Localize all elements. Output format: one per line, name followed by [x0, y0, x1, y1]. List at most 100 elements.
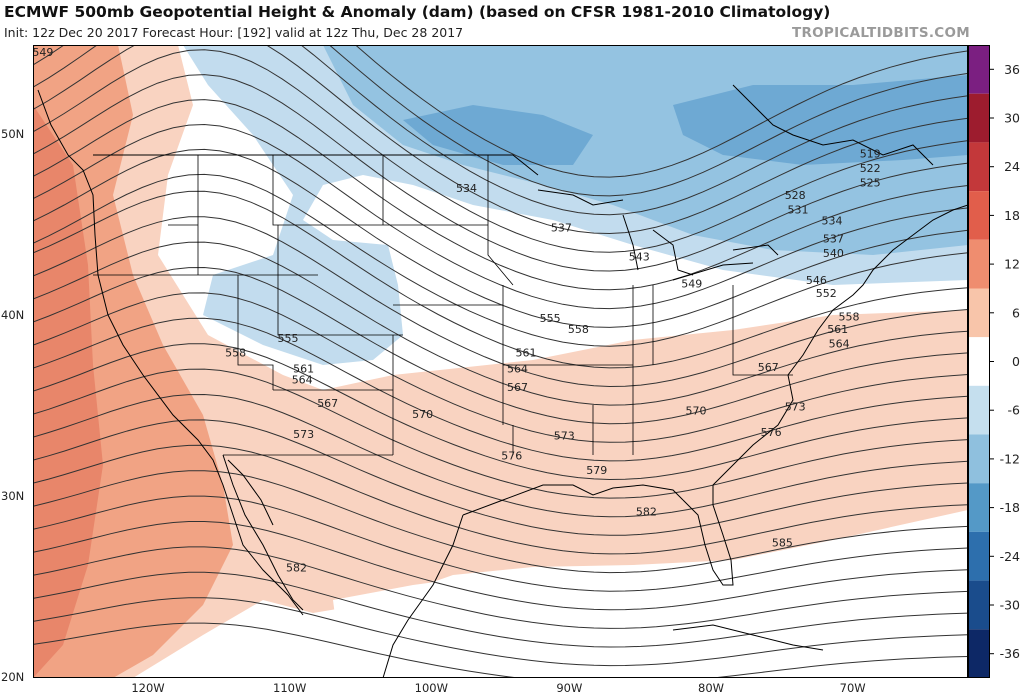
height-contour-line [33, 148, 968, 328]
height-contour-line [33, 393, 968, 518]
contour-label: 561 [293, 363, 314, 376]
colorbar-tick-label: 18 [1004, 208, 1020, 223]
colorbar-tick-label: -6 [1008, 403, 1021, 418]
height-contour-line [33, 45, 968, 235]
us-gulf-coast [462, 484, 684, 516]
colorbar-tick-label: -18 [1000, 500, 1020, 515]
height-contour-line [33, 216, 968, 388]
contour-label: 561 [827, 323, 848, 336]
colorbar-tick-label: -24 [1000, 549, 1020, 564]
height-contour-line [33, 99, 968, 291]
colorbar-tick-label: -30 [1000, 598, 1020, 613]
contour-label: 555 [540, 312, 561, 325]
height-contour-line [33, 470, 968, 574]
colorbar-band [968, 580, 990, 630]
trough-anomaly-strong-2 [403, 105, 593, 165]
contour-label: 579 [586, 464, 607, 477]
contour-label: 549 [681, 278, 702, 291]
height-contour-line [33, 45, 968, 216]
lon-tick-label: 120W [131, 681, 165, 695]
height-contour-line [33, 571, 968, 648]
us-canada-border [93, 154, 539, 176]
chart-subtitle: Init: 12z Dec 20 2017 Forecast Hour: [19… [4, 25, 464, 40]
colorbar-tick-label: 36 [1004, 62, 1020, 77]
anomaly-map[interactable]: 5495195225255285315345345375375405435465… [33, 45, 968, 678]
height-contour-line [33, 292, 968, 443]
contour-label: 540 [823, 247, 844, 260]
state-lines [93, 155, 793, 456]
contour-label: 582 [636, 506, 657, 519]
ridge-anomaly-light [33, 45, 968, 678]
height-contour-line [33, 317, 968, 462]
lon-tick-label: 70W [839, 681, 866, 695]
contour-label: 570 [412, 408, 433, 421]
colorbar-band [968, 142, 990, 192]
contour-label: 528 [785, 189, 806, 202]
contour-label: 570 [686, 404, 707, 417]
contour-label: 573 [785, 401, 806, 414]
contour-label: 558 [839, 310, 860, 323]
height-contour-line [33, 266, 968, 425]
contour-labels: 5495195225255285315345345375375405435465… [33, 46, 881, 575]
colorbar-band [968, 239, 990, 289]
contour-label: 537 [551, 222, 572, 235]
height-contour-line [33, 444, 968, 555]
height-contour-line [33, 45, 968, 197]
height-contour-line [33, 622, 968, 678]
coastlines-borders [37, 84, 968, 678]
contour-label: 522 [860, 162, 881, 175]
contour-label: 585 [772, 536, 793, 549]
colorbar-tick-label: 30 [1004, 111, 1020, 126]
florida-coast [682, 485, 734, 586]
map-frame [33, 45, 968, 678]
lat-tick-label: 50N [1, 127, 25, 142]
contour-label: 564 [507, 363, 528, 376]
lat-tick-label: 30N [1, 489, 25, 504]
contour-label: 558 [225, 347, 246, 360]
contour-label: 549 [33, 46, 53, 59]
height-contour-line [33, 49, 968, 253]
mexico-gulf-coast [382, 514, 464, 678]
contour-label: 576 [501, 450, 522, 463]
height-contour-line [33, 419, 968, 536]
height-contour-line [33, 495, 968, 592]
height-contour-line [33, 241, 968, 406]
brand-watermark: TROPICALTIDBITS.COM [791, 25, 970, 41]
ridge-anomaly-strong [33, 105, 103, 678]
lat-tick-label: 40N [1, 308, 25, 323]
canada-coast [732, 84, 934, 166]
colorbar-band [968, 629, 990, 678]
great-lakes [537, 189, 779, 281]
contour-label: 552 [816, 287, 837, 300]
contour-label: 564 [292, 374, 313, 387]
contour-label: 582 [286, 562, 307, 575]
contour-label: 525 [860, 177, 881, 190]
contour-label: 567 [317, 397, 338, 410]
chart-title: ECMWF 500mb Geopotential Height & Anomal… [4, 3, 831, 21]
colorbar-band [968, 434, 990, 484]
colorbar: 36 30 24 18 12 6 0 -6 -12 -18 -24 -30 -36 [968, 45, 1021, 678]
colorbar-tick-label: 6 [1012, 305, 1020, 320]
contour-label: 573 [293, 428, 314, 441]
lon-tick-label: 110W [273, 681, 307, 695]
contour-label: 558 [568, 323, 589, 336]
colorbar-tick-label: -36 [1000, 646, 1020, 661]
cuba-coast [672, 624, 824, 651]
contour-label: 534 [456, 182, 477, 195]
colorbar-frame [968, 45, 990, 678]
atlantic-coastline [712, 204, 968, 486]
lon-tick-label: 80W [698, 681, 725, 695]
contour-label: 519 [860, 148, 881, 161]
contour-label: 543 [629, 251, 650, 264]
colorbar-tick-label: 12 [1004, 257, 1020, 272]
contour-label: 534 [822, 214, 843, 227]
colorbar-tick-label: -12 [1000, 451, 1020, 466]
height-contour-line [33, 597, 968, 667]
pacific-coastline [37, 89, 304, 616]
colorbar-band [968, 483, 990, 532]
contour-label: 564 [829, 337, 850, 350]
contour-label: 573 [554, 430, 575, 443]
height-contours [33, 45, 968, 678]
contour-label: 537 [823, 233, 844, 246]
colorbar-tick-label: 0 [1012, 354, 1020, 369]
